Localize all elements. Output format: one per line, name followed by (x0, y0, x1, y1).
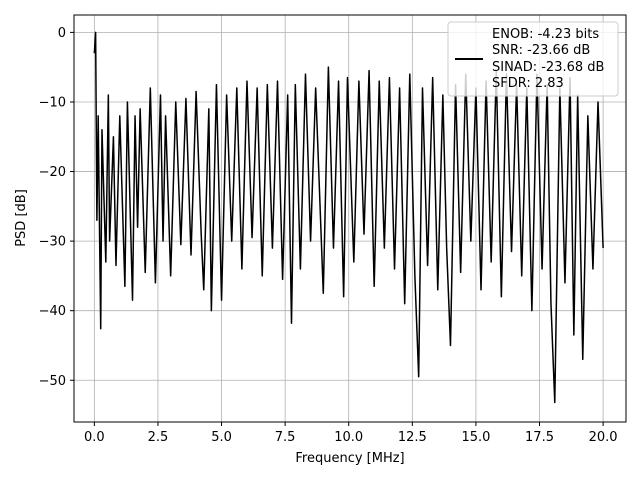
x-tick-label: 7.5 (275, 430, 296, 445)
x-tick-label: 10.0 (334, 430, 363, 445)
x-tick-label: 5.0 (211, 430, 232, 445)
x-axis: 0.0 2.5 5.0 7.5 10.0 12.5 15.0 17.5 20.0 (84, 422, 618, 445)
x-tick-label: 17.5 (525, 430, 554, 445)
legend-entry-sfdr: SFDR: 2.83 (492, 76, 564, 91)
legend-entry-sinad: SINAD: -23.68 dB (492, 60, 604, 75)
y-tick-label: −10 (39, 95, 66, 110)
y-tick-label: −50 (39, 374, 66, 389)
x-tick-label: 0.0 (84, 430, 105, 445)
x-tick-label: 20.0 (589, 430, 618, 445)
psd-series (93, 31, 604, 404)
plot-frame (73, 14, 627, 423)
y-tick-label: −30 (39, 235, 66, 250)
legend-entry-enob: ENOB: -4.23 bits (492, 27, 599, 42)
y-tick-label: 0 (58, 26, 66, 41)
psd-line (93, 31, 604, 404)
legend-box (447, 21, 619, 97)
y-axis: 0 −10 −20 −30 −40 −50 (39, 26, 74, 389)
legend-entry-snr: SNR: -23.66 dB (492, 43, 590, 58)
x-tick-label: 2.5 (148, 430, 169, 445)
y-axis-label: PSD [dB] (14, 189, 29, 247)
legend: ENOB: -4.23 bits SNR: -23.66 dB SINAD: -… (447, 21, 619, 97)
x-tick-label: 15.0 (461, 430, 490, 445)
x-axis-label: Frequency [MHz] (295, 451, 404, 466)
x-tick-label: 12.5 (398, 430, 427, 445)
y-tick-label: −20 (39, 165, 66, 180)
y-tick-label: −40 (39, 304, 66, 319)
